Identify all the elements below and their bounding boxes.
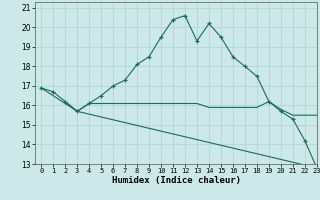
X-axis label: Humidex (Indice chaleur): Humidex (Indice chaleur) xyxy=(111,176,241,185)
